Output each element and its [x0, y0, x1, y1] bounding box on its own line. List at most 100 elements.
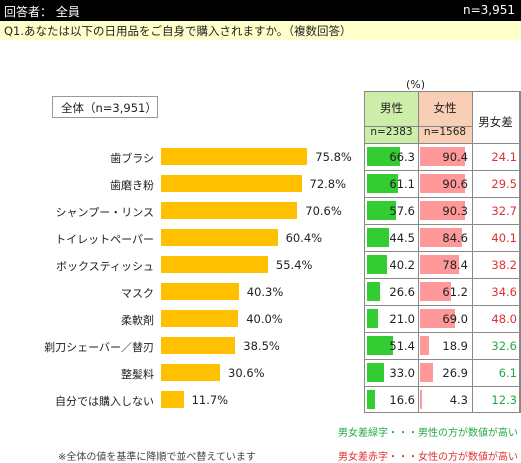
total-value-label: 75.8%	[315, 150, 352, 164]
category-label: 歯ブラシ	[110, 152, 154, 165]
male-value-label: 26.6	[389, 285, 415, 299]
male-value-label: 44.5	[389, 231, 415, 245]
total-bar	[161, 229, 278, 246]
total-bar	[161, 202, 298, 219]
female-bar	[420, 201, 466, 220]
diff-value-label: 6.1	[498, 366, 517, 380]
grid-line	[472, 91, 473, 413]
grid-line	[364, 251, 520, 252]
female-bar	[420, 282, 451, 301]
diff-value-label: 32.7	[491, 204, 517, 218]
female-bar	[420, 336, 430, 355]
total-bar	[161, 364, 221, 381]
female-bar	[420, 228, 463, 247]
female-column-header: 女性 n=1568	[418, 91, 472, 143]
grid-line	[364, 386, 520, 387]
diff-value-label: 29.5	[491, 177, 517, 191]
male-bar	[367, 147, 401, 166]
male-value-label: 33.0	[389, 366, 415, 380]
diff-value-label: 32.6	[491, 339, 517, 353]
male-header-label: 男性	[380, 101, 403, 115]
chart-row: 歯磨き粉 72.8% 61.1 90.6 29.5	[0, 170, 521, 197]
chart-row: マスク 40.3% 26.6 61.2 34.6	[0, 278, 521, 305]
grid-line	[364, 91, 365, 413]
total-value-label: 11.7%	[191, 393, 229, 407]
total-value-label: 72.8%	[309, 177, 347, 191]
male-value-label: 57.6	[389, 204, 415, 218]
unit-label: (%)	[406, 78, 426, 91]
chart-row: 自分では購入しない 11.7% 16.6 4.3 12.3	[0, 386, 521, 413]
diff-value-label: 34.6	[491, 285, 517, 299]
male-value-label: 40.2	[389, 258, 415, 272]
female-value-label: 84.6	[442, 231, 468, 245]
respondents-label: 回答者： 全員	[4, 5, 80, 19]
male-bar	[367, 201, 396, 220]
total-value-label: 40.0%	[246, 312, 283, 326]
grid-line	[364, 305, 520, 306]
grid-line	[364, 197, 520, 198]
chart-row: トイレットペーパー 60.4% 44.5 84.6 40.1	[0, 224, 521, 251]
female-bar	[420, 255, 460, 274]
grid-line	[364, 332, 520, 333]
male-column-header: 男性 n=2383	[364, 91, 418, 143]
female-value-label: 90.6	[442, 177, 468, 191]
category-label: 柔軟剤	[121, 314, 154, 327]
chart-row: 整髪料 30.6% 33.0 26.9 6.1	[0, 359, 521, 386]
male-bar	[367, 363, 384, 382]
diff-value-label: 12.3	[491, 393, 517, 407]
chart-row: 歯ブラシ 75.8% 66.3 90.4 24.1	[0, 143, 521, 170]
female-bar	[420, 174, 466, 193]
total-bar	[161, 256, 268, 273]
female-n-label: n=1568	[423, 126, 467, 138]
diff-value-label: 38.2	[491, 258, 517, 272]
male-n-label: n=2383	[370, 126, 413, 138]
total-bar	[161, 283, 239, 300]
category-label: トイレットペーパー	[55, 233, 154, 246]
total-bar	[161, 175, 302, 192]
total-bar	[161, 391, 184, 408]
chart-row: 柔軟剤 40.0% 21.0 69.0 48.0	[0, 305, 521, 332]
diff-header-label: 男女差	[478, 115, 513, 129]
male-bar	[367, 309, 378, 328]
total-value-label: 55.4%	[275, 258, 313, 272]
total-value-label: 60.4%	[285, 231, 323, 245]
female-value-label: 69.0	[442, 312, 468, 326]
legend-red: 男女差赤字・・・女性の方が数値が高い	[338, 452, 518, 463]
grid-line	[364, 224, 520, 225]
female-value-label: 90.3	[442, 204, 468, 218]
sort-note: ※全体の値を基準に降順で並べ替えています	[58, 452, 256, 463]
female-bar	[420, 390, 423, 409]
chart-row: シャンプー・リンス 70.6% 57.6 90.3 32.7	[0, 197, 521, 224]
female-value-label: 90.4	[442, 150, 468, 164]
female-value-label: 78.4	[442, 258, 468, 272]
female-value-label: 61.2	[442, 285, 468, 299]
female-bar	[420, 363, 434, 382]
total-label-box: 全体（n=3,951）	[52, 96, 158, 118]
female-value-label: 18.9	[442, 339, 468, 353]
total-value-label: 40.3%	[246, 285, 284, 299]
grid-line	[418, 91, 419, 413]
female-header-label: 女性	[433, 101, 457, 115]
header-bar: 回答者： 全員 n=3,951	[0, 0, 521, 21]
diff-value-label: 48.0	[491, 312, 517, 326]
total-bar	[161, 310, 239, 327]
category-label: 剃刀シェーバー／替刃	[44, 341, 154, 354]
male-bar	[367, 282, 381, 301]
female-bar	[420, 147, 466, 166]
question-text: Q1.あなたは以下の日用品をご自身で購入されますか。（複数回答）	[0, 21, 521, 40]
diff-value-label: 40.1	[491, 231, 517, 245]
chart-row: 剃刀シェーバー／替刃 38.5% 51.4 18.9 32.6	[0, 332, 521, 359]
male-bar	[367, 336, 393, 355]
legend-green: 男女差緑字・・・男性の方が数値が高い	[338, 428, 518, 439]
chart-row: ボックスティッシュ 55.4% 40.2 78.4 38.2	[0, 251, 521, 278]
category-label: ボックスティッシュ	[55, 260, 154, 273]
total-bar	[161, 337, 236, 354]
male-value-label: 16.6	[389, 393, 415, 407]
total-bar	[161, 148, 308, 165]
category-label: 歯磨き粉	[110, 179, 154, 192]
total-value-label: 30.6%	[228, 366, 265, 380]
male-bar	[367, 174, 398, 193]
total-value-label: 70.6%	[305, 204, 342, 218]
male-bar	[367, 255, 388, 274]
male-bar	[367, 228, 390, 247]
